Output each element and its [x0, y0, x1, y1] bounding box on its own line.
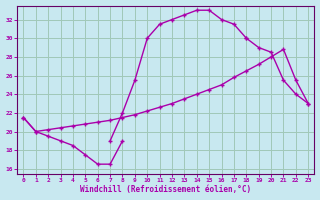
X-axis label: Windchill (Refroidissement éolien,°C): Windchill (Refroidissement éolien,°C)	[80, 185, 252, 194]
